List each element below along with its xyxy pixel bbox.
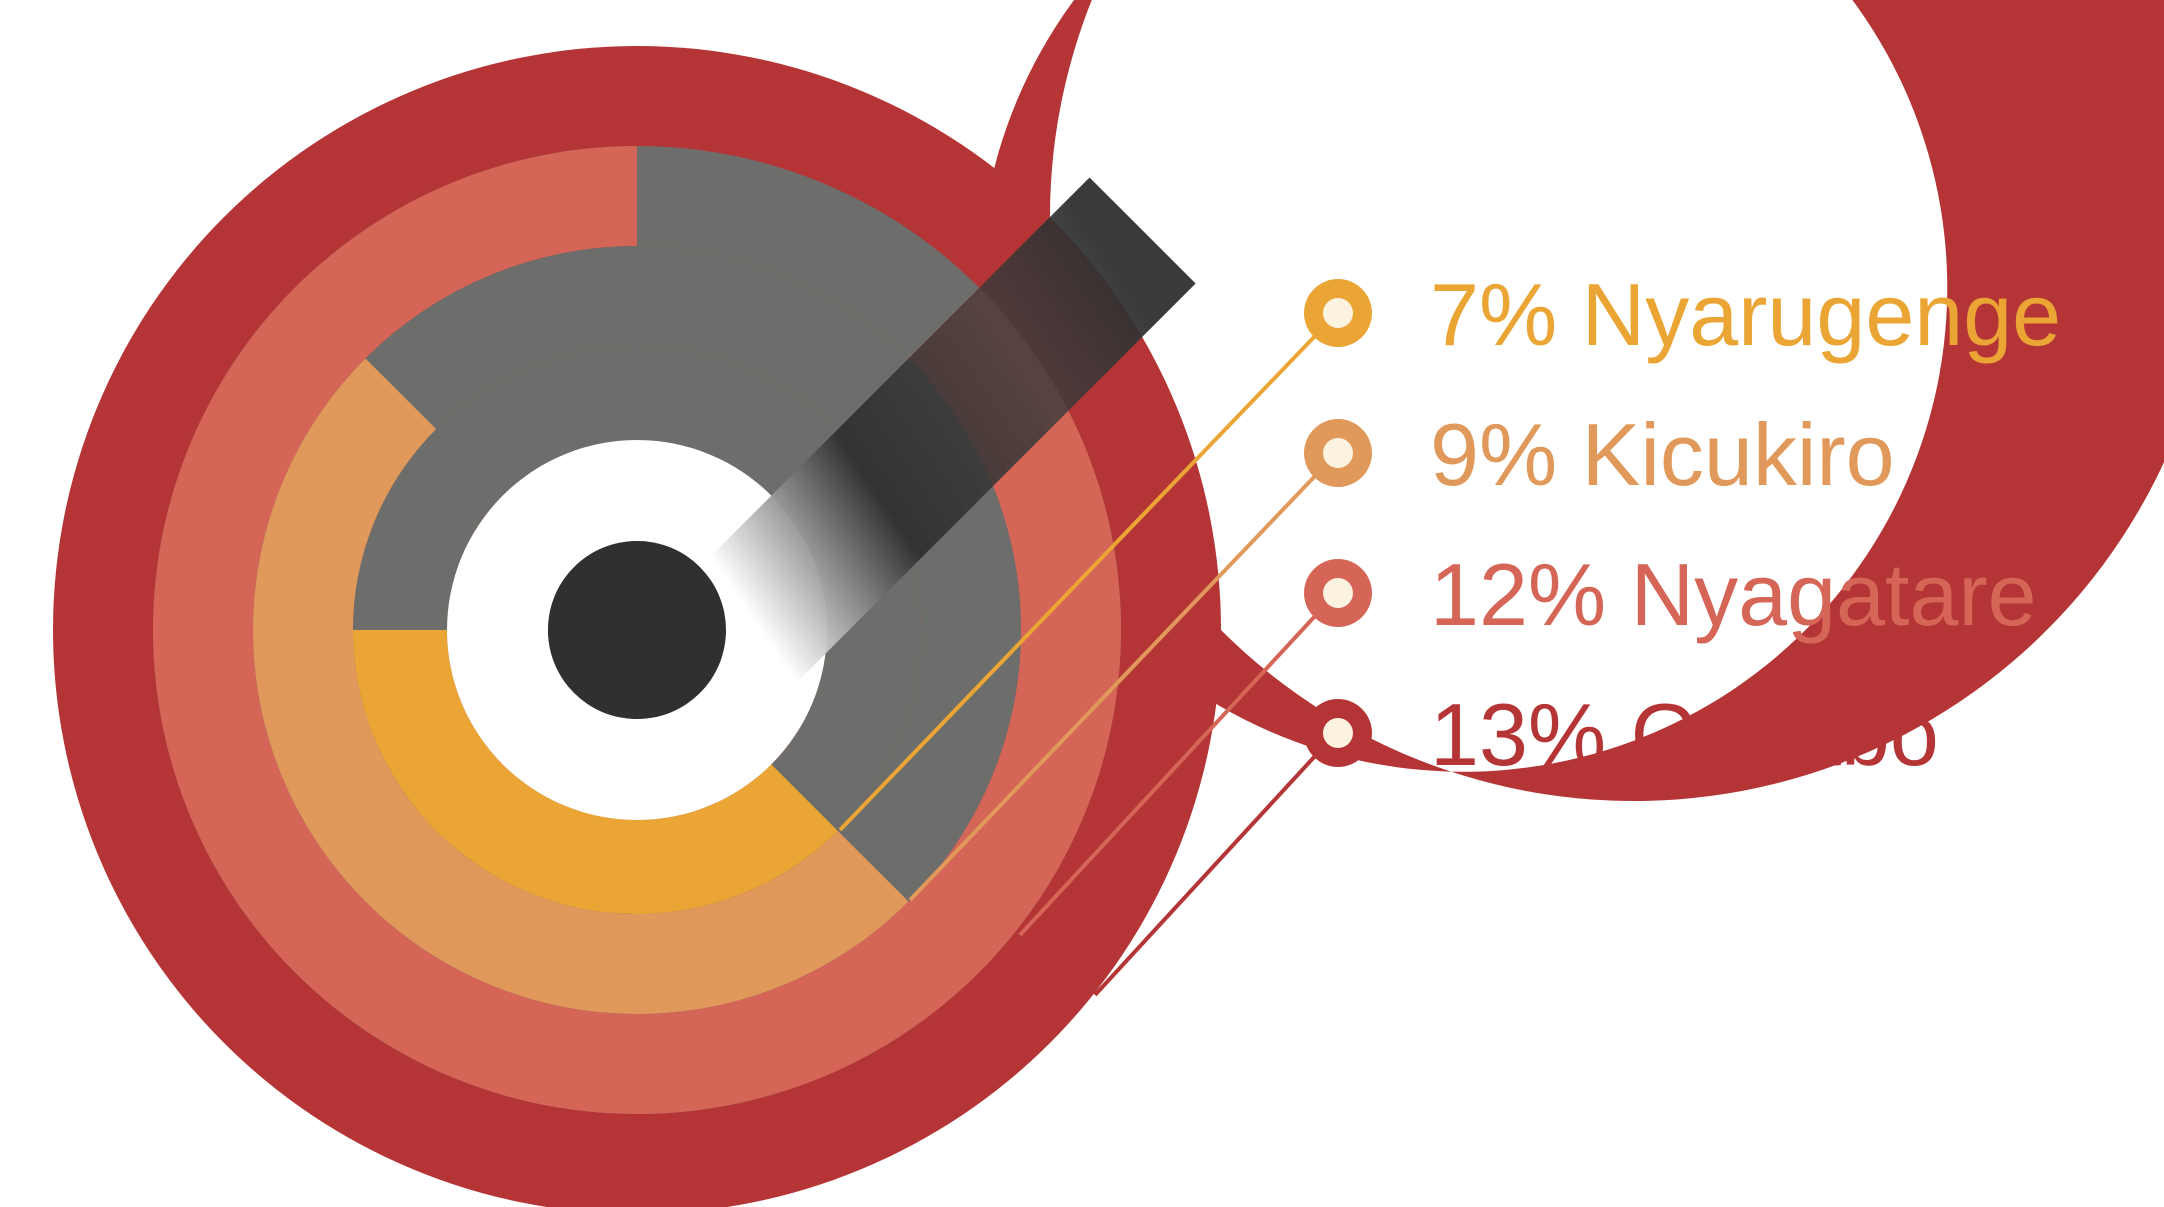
leader-line-gasabo: [1093, 753, 1318, 997]
hub-circle-top: [548, 541, 726, 719]
legend-marker-dot-kicukiro: [1323, 438, 1353, 468]
leader-lines: [838, 333, 1318, 997]
pointer-beam-shape: [665, 177, 1196, 708]
legend: 7% Nyarugenge 9% Kicukiro 12% Nyagatare 13%…: [1304, 265, 2061, 784]
legend-marker-dot-nyarugenge: [1323, 298, 1353, 328]
legend-label-nyarugenge: 7% Nyarugenge: [1430, 265, 2061, 364]
ring-kicukiro: [253, 358, 909, 1014]
legend-marker-dot-nyagatare: [1323, 578, 1353, 608]
legend-label-gasabo: 13% Gasabo: [1430, 685, 1939, 784]
leader-line-nyagatare: [1018, 613, 1318, 937]
pointer-beam: [548, 177, 1196, 719]
ring-nyarugenge: [353, 630, 838, 914]
legend-label-kicukiro: 9% Kicukiro: [1430, 405, 1895, 504]
legend-marker-dot-gasabo: [1323, 718, 1353, 748]
ring-gasabo: [979, 0, 2164, 802]
leader-line-nyarugenge: [838, 333, 1318, 832]
leader-line-kicukiro: [908, 473, 1318, 902]
legend-label-nyagatare: 12% Nyagatare: [1430, 545, 2037, 644]
